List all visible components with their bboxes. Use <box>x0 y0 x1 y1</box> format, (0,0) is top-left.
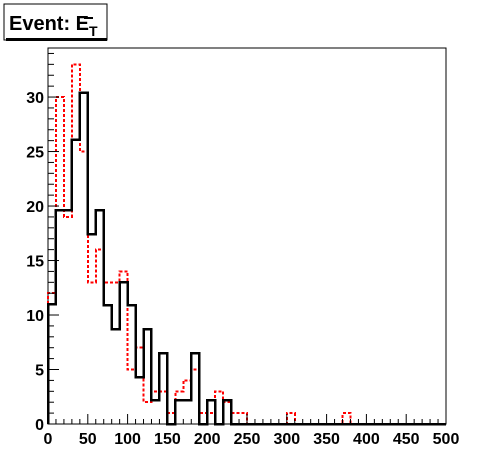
x-tick-label: 450 <box>393 431 420 448</box>
x-tick-label: 250 <box>234 431 261 448</box>
x-tick-label: 0 <box>44 431 53 448</box>
x-tick-label: 300 <box>273 431 300 448</box>
y-tick-label: 5 <box>35 363 44 380</box>
x-tick-label: 400 <box>353 431 380 448</box>
chart-title-box: Event: ET <box>3 3 108 41</box>
x-tick-label: 50 <box>79 431 97 448</box>
y-tick-label: 25 <box>26 145 44 162</box>
x-tick-label: 100 <box>114 431 141 448</box>
x-tick-label: 200 <box>194 431 221 448</box>
axis-layer: 0 50 100 150 200 250 300 350 400 450 500 0 5 10 15 20 25… <box>26 52 460 448</box>
y-tick-label: 0 <box>35 417 44 434</box>
title-shadow <box>6 38 107 41</box>
x-tick-label: 150 <box>154 431 181 448</box>
y-tick-label: 15 <box>26 254 44 271</box>
chart-title-subscript: T <box>89 23 98 39</box>
x-tick-label: 350 <box>313 431 340 448</box>
title-frame <box>3 3 108 41</box>
y-tick-label: 30 <box>26 90 44 107</box>
chart-title: Event: ET <box>9 13 98 39</box>
y-tick-label: 10 <box>26 308 44 325</box>
y-tick-label: 20 <box>26 199 44 216</box>
chart-title-main: Event: E <box>9 13 89 35</box>
x-tick-label: 500 <box>433 431 460 448</box>
